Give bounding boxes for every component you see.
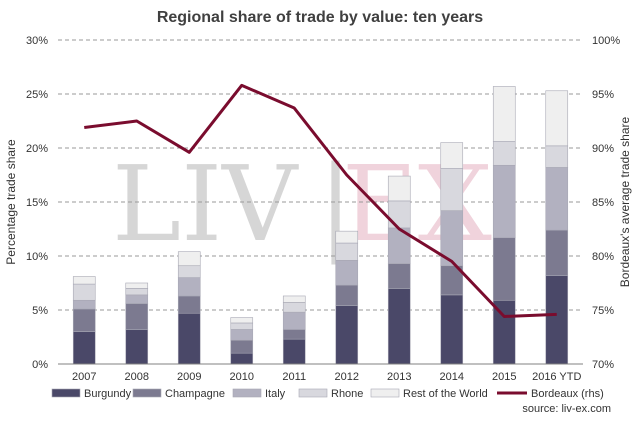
bar-rest-of-the-world-2016-ytd — [545, 90, 569, 147]
y2-tick-label: 90% — [592, 143, 614, 155]
y2-tick-label: 80% — [592, 251, 614, 263]
y-tick-label: 0% — [32, 359, 48, 371]
y-tick-label: 5% — [32, 305, 48, 317]
x-tick-label: 2007 — [72, 371, 96, 383]
bar-burgundy-2011 — [282, 338, 306, 365]
bar-champagne-2012 — [335, 284, 359, 306]
bar-rhone-2015 — [492, 141, 516, 166]
x-tick-label: 2009 — [177, 371, 201, 383]
bar-champagne-2016-ytd — [545, 229, 569, 276]
legend: Burgundy Champagne Italy Rhone Rest of the W… — [51, 388, 604, 400]
bar-rhone-2007 — [72, 283, 96, 301]
bar-rest-of-the-world-2009 — [177, 251, 201, 267]
bar-champagne-2008 — [125, 303, 149, 330]
bar-champagne-2013 — [387, 263, 411, 289]
bar-rest-of-the-world-2010 — [230, 317, 254, 324]
y2-axis-label: Bordeaux's average trade share — [618, 116, 632, 287]
bar-italy-2009 — [177, 277, 201, 297]
legend-label-rest-of-the-world: Rest of the World — [403, 388, 488, 400]
y2-tick-label: 95% — [592, 89, 614, 101]
legend-label-burgundy: Burgundy — [84, 388, 132, 400]
y-tick-label: 10% — [26, 251, 48, 263]
legend-swatch-burgundy — [51, 388, 81, 398]
bar-rhone-2011 — [282, 302, 306, 313]
x-tick-label: 2015 — [492, 371, 516, 383]
watermark: LIV | EX — [112, 143, 492, 265]
bars — [72, 86, 569, 365]
bar-champagne-2011 — [282, 329, 306, 340]
bar-burgundy-2013 — [387, 288, 411, 365]
x-tick-label: 2016 YTD — [532, 371, 581, 383]
bar-rest-of-the-world-2014 — [440, 142, 464, 169]
x-tick-label: 2008 — [125, 371, 149, 383]
bar-burgundy-2008 — [125, 329, 149, 365]
bar-rhone-2016-ytd — [545, 145, 569, 168]
bar-rest-of-the-world-2013 — [387, 175, 411, 202]
bar-rest-of-the-world-2015 — [492, 86, 516, 142]
bordeaux-line-path — [84, 83, 557, 318]
legend-label-bordeaux-rhs: Bordeaux (rhs) — [531, 388, 604, 400]
bar-italy-2012 — [335, 260, 359, 286]
bar-champagne-2007 — [72, 308, 96, 332]
x-tick-label: 2013 — [387, 371, 411, 383]
bar-burgundy-2009 — [177, 312, 201, 365]
legend-swatch-italy — [232, 388, 262, 398]
bar-rhone-2012 — [335, 242, 359, 261]
bar-italy-2008 — [125, 294, 149, 304]
bar-burgundy-2016-ytd — [545, 275, 569, 365]
bar-rest-of-the-world-2008 — [125, 282, 149, 289]
legend-label-rhone: Rhone — [331, 388, 363, 400]
bar-italy-2011 — [282, 311, 306, 330]
y-tick-label: 15% — [26, 197, 48, 209]
y2-tick-label: 70% — [592, 359, 614, 371]
legend-swatch-rest-of-the-world — [370, 388, 400, 398]
watermark-right: EX — [342, 143, 492, 265]
bar-burgundy-2007 — [72, 331, 96, 365]
axes: 0% 70% 5% 75% 10% 80% 15% 85% 20% 90% 25% 95% 30% 100… — [26, 35, 620, 383]
bar-italy-2010 — [230, 329, 254, 341]
bordeaux-line — [84, 83, 557, 318]
bar-champagne-2015 — [492, 237, 516, 301]
y-tick-label: 20% — [26, 143, 48, 155]
bar-italy-2015 — [492, 164, 516, 238]
bar-rhone-2014 — [440, 168, 464, 211]
bar-burgundy-2014 — [440, 294, 464, 365]
bar-rhone-2009 — [177, 265, 201, 278]
x-tick-label: 2014 — [440, 371, 464, 383]
y-axis-label: Percentage trade share — [4, 139, 18, 265]
x-tick-label: 2012 — [335, 371, 359, 383]
bar-burgundy-2012 — [335, 305, 359, 365]
legend-label-italy: Italy — [265, 388, 286, 400]
bar-champagne-2010 — [230, 339, 254, 354]
y2-tick-label: 85% — [592, 197, 614, 209]
bar-rhone-2010 — [230, 322, 254, 330]
legend-swatch-champagne — [132, 388, 162, 398]
x-tick-label: 2011 — [282, 371, 306, 383]
y-tick-label: 25% — [26, 89, 48, 101]
x-tick-label: 2010 — [230, 371, 254, 383]
legend-label-champagne: Champagne — [165, 388, 225, 400]
bar-burgundy-2010 — [230, 352, 254, 365]
source-note: source: liv-ex.com — [522, 403, 611, 415]
y-tick-label: 30% — [26, 35, 48, 47]
bar-rhone-2013 — [387, 200, 411, 229]
y2-tick-label: 100% — [592, 35, 620, 47]
y2-tick-label: 75% — [592, 305, 614, 317]
bar-rest-of-the-world-2011 — [282, 295, 306, 303]
bar-italy-2016-ytd — [545, 167, 569, 231]
bar-italy-2007 — [72, 299, 96, 310]
bar-rhone-2008 — [125, 288, 149, 296]
bar-rest-of-the-world-2007 — [72, 276, 96, 285]
bar-champagne-2009 — [177, 295, 201, 314]
bar-rest-of-the-world-2012 — [335, 230, 359, 244]
watermark-left: LIV — [112, 143, 299, 265]
chart-title: Regional share of trade by value: ten ye… — [157, 9, 483, 26]
legend-swatch-rhone — [298, 388, 328, 398]
